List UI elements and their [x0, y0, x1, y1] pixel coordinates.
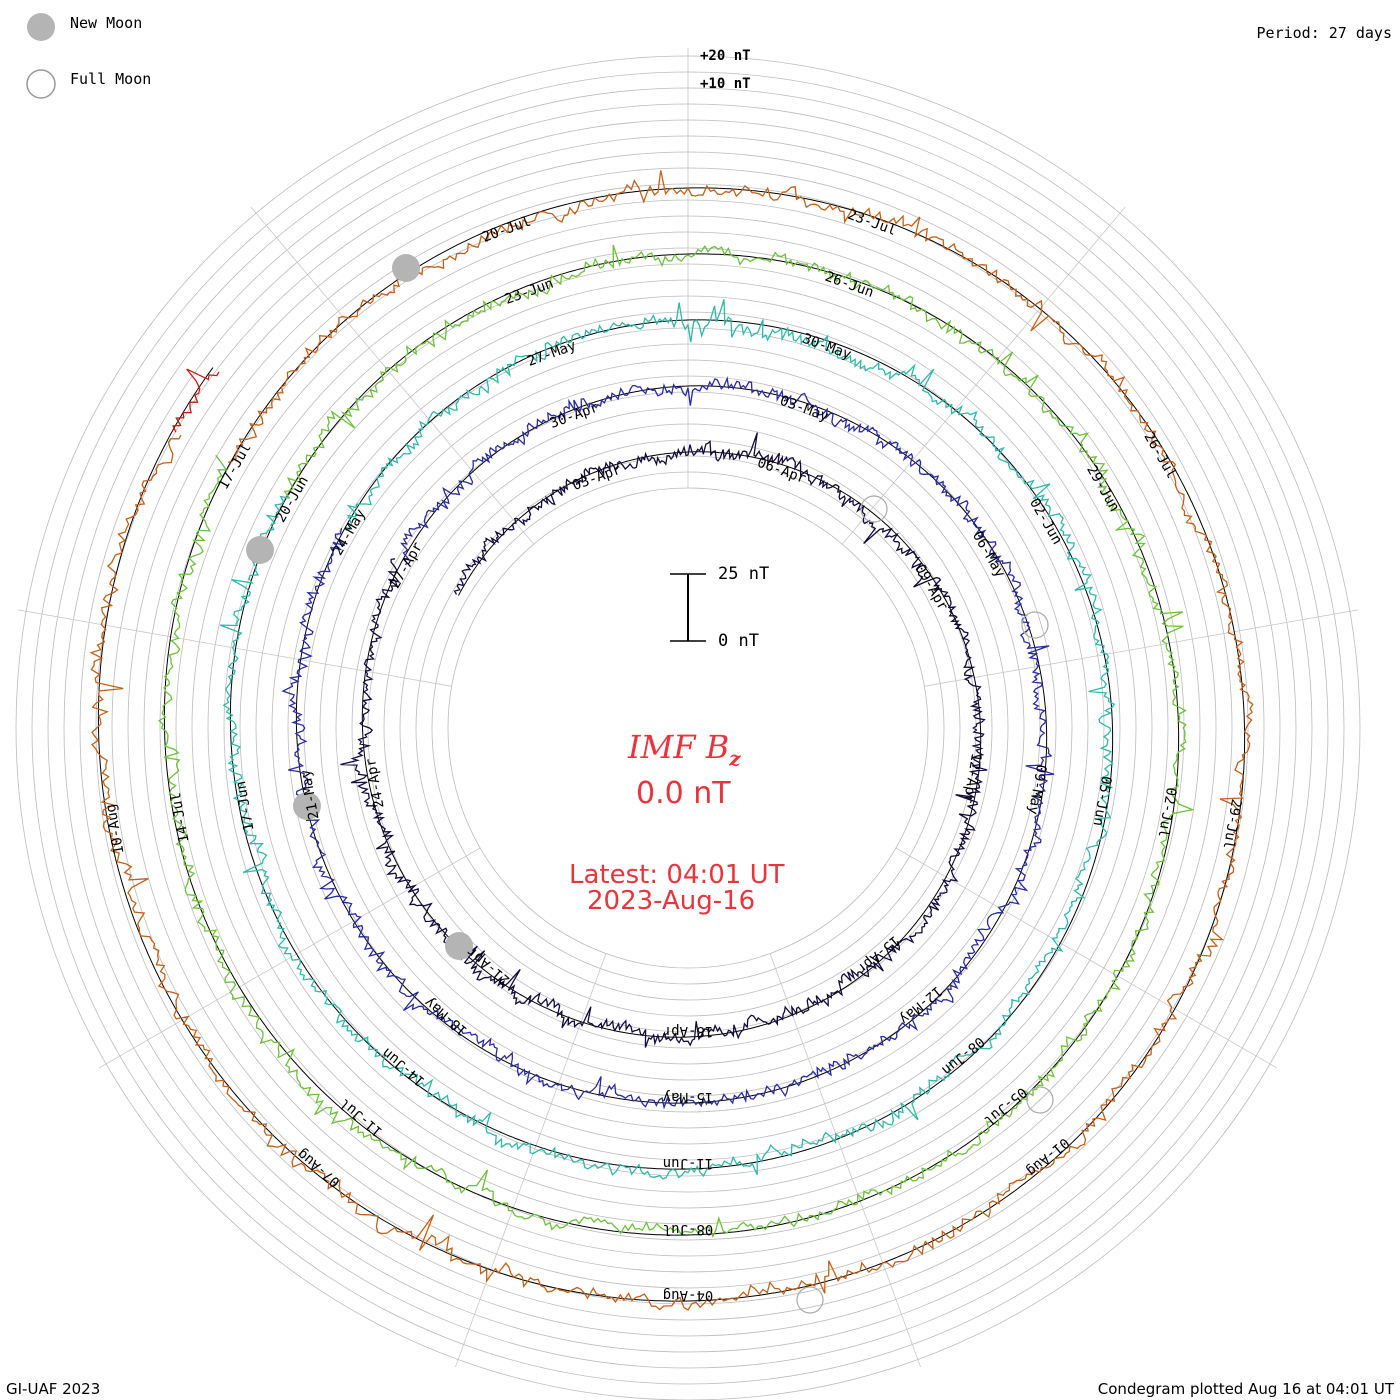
scale-bar-top-label: 25 nT — [718, 564, 770, 584]
date-label: 07-Aug — [294, 1145, 343, 1190]
new-moon-marker — [392, 254, 420, 282]
spoke-line — [250, 206, 535, 545]
trace-rotation-6 — [172, 368, 220, 433]
date-label: 26-Jul — [1140, 430, 1179, 482]
full-moon-marker — [860, 495, 888, 523]
latest-date: 2023-Aug-16 — [587, 886, 756, 916]
current-value: 0.0 nT — [636, 776, 731, 811]
date-label: 18-May — [422, 994, 471, 1039]
full-moon-icon — [26, 69, 56, 99]
period-label: Period: 27 days — [1256, 24, 1392, 42]
spoke-line — [895, 847, 1278, 1069]
date-label: 27-May — [525, 338, 578, 370]
spoke-line — [18, 609, 452, 687]
scale-plus20-label: +20 nT — [700, 48, 751, 64]
date-label: 09-May — [1025, 763, 1050, 816]
date-label: 23-Jun — [503, 276, 556, 308]
scale-plus10-label: +10 nT — [700, 76, 751, 92]
date-label: 11-Jun — [663, 1155, 714, 1171]
trace-rotation-3 — [219, 299, 1116, 1180]
full-moon-marker — [796, 1286, 824, 1314]
zero-baselines — [97, 187, 1246, 1302]
zero-baseline-rotation-3 — [229, 319, 1114, 1170]
credit-label: GI-UAF 2023 — [6, 1380, 101, 1398]
new-moon-marker — [293, 792, 321, 820]
chart-title: IMF Bz — [628, 728, 741, 770]
date-label: 15-Apr — [853, 932, 902, 977]
plotted-label: Condegram plotted Aug 16 at 04:01 UT — [1097, 1380, 1394, 1398]
spoke-line — [924, 609, 1358, 687]
moon-markers — [246, 254, 1054, 1314]
full-moon-marker — [1026, 1086, 1054, 1114]
date-label: 05-Jul — [981, 1084, 1030, 1129]
date-label: 02-Jul — [1155, 786, 1180, 839]
chart-title-subscript: z — [729, 746, 741, 771]
new-moon-marker — [445, 932, 473, 960]
date-label: 08-Jul — [663, 1221, 714, 1237]
full-moon-marker — [1021, 611, 1049, 639]
date-label: 21-Apr — [464, 943, 513, 988]
new-moon-marker — [246, 536, 274, 564]
date-label: 10-Aug — [103, 803, 128, 856]
legend-full-moon-label: Full Moon — [70, 70, 152, 88]
spoke-line — [98, 847, 481, 1069]
date-label: 15-May — [663, 1089, 714, 1105]
trace-rotation-5 — [89, 170, 1254, 1311]
date-label: 14-Jul — [168, 791, 193, 844]
zero-baseline-rotation-2 — [295, 385, 1048, 1104]
spoke-line — [769, 953, 921, 1368]
scale-bar-bottom-label: 0 nT — [718, 631, 759, 651]
trace-rotation-2 — [281, 376, 1055, 1110]
date-label: 20-Jul — [480, 214, 533, 246]
zero-baseline-rotation-4 — [163, 253, 1180, 1236]
date-label: 18-Apr — [663, 1023, 714, 1039]
spoke-line — [841, 206, 1126, 545]
date-label: 04-Aug — [663, 1287, 714, 1303]
legend-new-moon-label: New Moon — [70, 14, 143, 32]
data-traces — [89, 170, 1254, 1311]
date-label: 03-May — [778, 393, 831, 425]
chart-title-main: IMF B — [628, 728, 730, 766]
date-label: 12-Apr — [960, 752, 985, 805]
latest-time: Latest: 04:01 UT — [569, 860, 785, 890]
date-label: 17-Jun — [233, 780, 258, 833]
date-label: 01-Aug — [1023, 1134, 1072, 1179]
trace-rotation-1 — [340, 432, 988, 1048]
date-label: 23-Jul — [845, 207, 898, 239]
new-moon-icon — [27, 13, 55, 41]
date-label: 12-May — [896, 983, 945, 1028]
trace-rotation-4 — [158, 244, 1195, 1239]
spoke-lines — [18, 48, 1358, 1368]
